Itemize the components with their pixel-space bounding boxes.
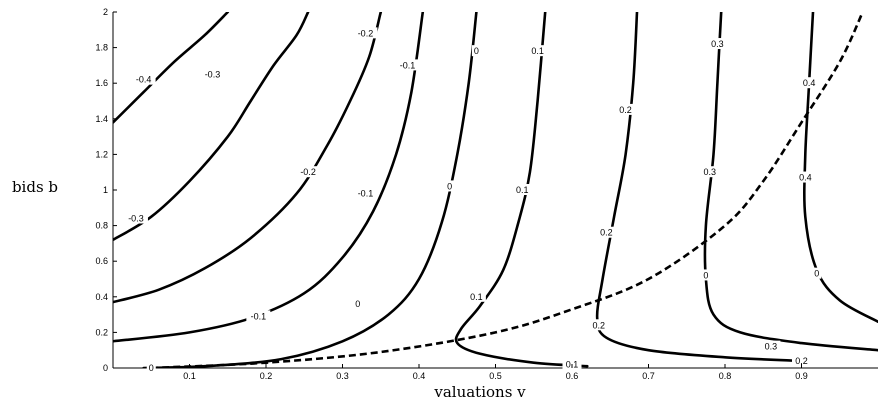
contour-line-0.3	[705, 12, 878, 350]
contour-label: 0.3	[765, 342, 778, 352]
x-tick-label: 0.3	[336, 371, 349, 381]
contour-label: 0.1	[531, 46, 544, 56]
x-axis-label: valuations v	[433, 383, 526, 401]
x-tick-label: 0.2	[260, 371, 273, 381]
contour-label: -0.2	[300, 167, 316, 177]
contour-label: -0.1	[358, 189, 374, 199]
contour-line--0.4	[113, 12, 228, 122]
x-tick-label: 0.5	[489, 371, 502, 381]
contour-label: 0.3	[711, 39, 724, 49]
contour-label: 0.4	[799, 173, 812, 183]
y-tick-label: 1	[103, 185, 108, 195]
x-tick-label: 0.8	[719, 371, 732, 381]
plot-area: -0.4 -0.3 -0.3 -0.2 -0.2 -0.1 -0.1 -0.1 0 0 0 0 0.1 0…	[113, 12, 878, 373]
contour-label: -0.3	[205, 69, 221, 79]
y-tick-label: 1.6	[95, 78, 108, 88]
contour-label: 0	[149, 363, 154, 373]
x-tick-label: 0.4	[413, 371, 426, 381]
y-tick-label: 0.6	[95, 256, 108, 266]
x-tick-label: 0.7	[642, 371, 655, 381]
y-axis-ticks: 0 0.2 0.4 0.6 0.8 1 1.2 1.4 1.6 1.8 2	[95, 7, 117, 373]
contour-line-0.2	[597, 12, 801, 361]
y-tick-label: 0.2	[95, 327, 108, 337]
contour-label: 0	[814, 269, 819, 279]
y-tick-label: 0	[103, 363, 108, 373]
contour-label: 0	[474, 46, 479, 56]
contour-label: -0.4	[136, 75, 152, 85]
y-tick-label: 1.8	[95, 43, 108, 53]
contour-label: 0.2	[593, 320, 606, 330]
contour-label: 0	[703, 270, 708, 280]
x-tick-label: 0.9	[795, 371, 808, 381]
contour-label: -0.1	[251, 311, 267, 321]
y-tick-label: 1.4	[95, 114, 108, 124]
contour-label: -0.1	[400, 60, 416, 70]
y-axis-label: bids b	[12, 178, 58, 196]
contour-label: 0.3	[703, 167, 716, 177]
contour-label: 0.2	[600, 228, 613, 238]
contour-label: 0.1	[516, 185, 529, 195]
contour-label: -0.2	[358, 28, 374, 38]
contour-label: 0.2	[619, 105, 632, 115]
contour-line--0.1	[113, 12, 423, 341]
x-tick-label: 0.1	[183, 371, 196, 381]
y-tick-label: 2	[103, 7, 108, 17]
contour-label: 0.1	[470, 292, 483, 302]
x-tick-label: 0.6	[566, 371, 579, 381]
y-tick-label: 1.2	[95, 149, 108, 159]
contour-label: 0.4	[803, 78, 816, 88]
contour-line--0.3	[113, 12, 308, 240]
y-tick-label: 0.4	[95, 292, 108, 302]
contour-label: 0	[355, 299, 360, 309]
x-axis-ticks: 0.1 0.2 0.3 0.4 0.5 0.6 0.7 0.8 0.9	[183, 364, 808, 381]
contour-label: -0.3	[128, 213, 144, 223]
contour-line-0	[144, 12, 477, 368]
contour-label: 0	[447, 181, 452, 191]
contour-lines	[113, 12, 878, 368]
y-tick-label: 0.8	[95, 221, 108, 231]
